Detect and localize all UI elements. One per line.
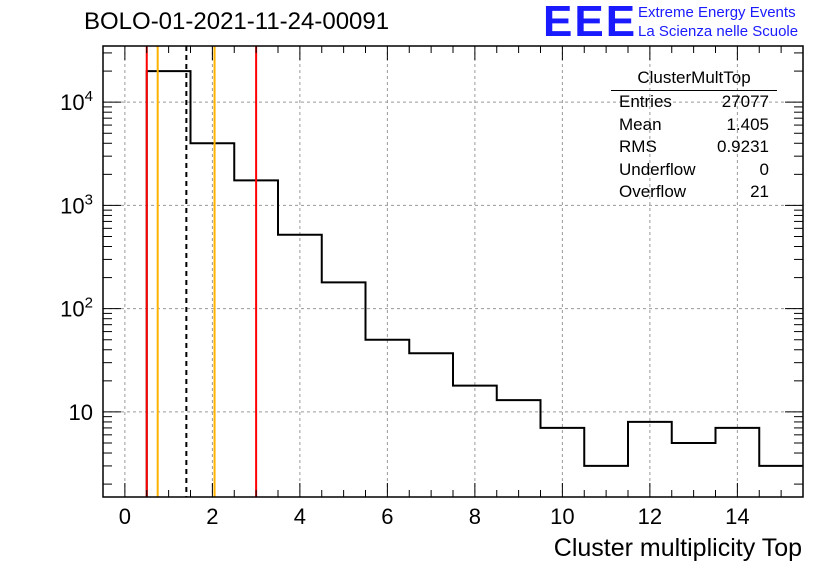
x-tick-label: 14 [725, 504, 749, 529]
stats-value: 1.405 [726, 114, 769, 134]
histogram-bin [497, 400, 541, 497]
y-tick-label: 102 [60, 295, 93, 322]
stats-label: Mean [619, 114, 662, 134]
x-axis-label: Cluster multiplicity Top [553, 534, 802, 562]
stats-row-entries: Entries 27077 [611, 91, 777, 114]
stats-label: Overflow [619, 182, 687, 201]
x-tick-label: 10 [550, 504, 574, 529]
eee-logo-text: Extreme Energy Events La Scienza nelle S… [638, 3, 798, 41]
x-tick-label: 8 [469, 504, 481, 529]
tick-labels: 0 2 4 6 8 10 12 14 10 102 103 104 [60, 88, 749, 529]
histogram-bin [147, 71, 191, 497]
stats-label: RMS [619, 137, 657, 156]
histogram-bin [453, 386, 497, 497]
x-tick-label: 0 [119, 504, 131, 529]
y-tick-label: 10 [69, 400, 93, 425]
stats-box: ClusterMultTop Entries 27077 Mean 1.405 … [611, 66, 777, 204]
stats-title: ClusterMultTop [611, 66, 777, 91]
y-tick-label: 104 [60, 88, 93, 115]
stats-value: 27077 [721, 92, 769, 111]
y-tick-label: 103 [60, 191, 93, 218]
histogram-bin [278, 235, 322, 497]
x-tick-label: 2 [206, 504, 218, 529]
histogram-bin [322, 282, 366, 497]
histogram-bin [409, 353, 453, 497]
histogram-outline [145, 70, 803, 497]
x-tick-label: 12 [638, 504, 662, 529]
histogram-bin [366, 340, 410, 497]
axis-ticks [103, 46, 804, 497]
stats-label: Entries [619, 92, 672, 111]
stats-row-rms: RMS 0.9231 [611, 136, 777, 159]
stats-row-mean: Mean 1.405 [611, 114, 777, 137]
stats-value: 21 [750, 182, 769, 201]
stats-row-underflow: Underflow 0 [611, 159, 777, 182]
histogram-bin [672, 443, 716, 497]
grid-lines [103, 46, 803, 497]
stats-label: Underflow [619, 159, 696, 179]
x-tick-label: 6 [381, 504, 393, 529]
eee-logo-line1: Extreme Energy Events [638, 4, 796, 21]
histogram-bin [191, 143, 235, 497]
stats-row-overflow: Overflow 21 [611, 181, 777, 204]
x-tick-label: 4 [294, 504, 306, 529]
histogram-bars [145, 70, 803, 497]
eee-logo: EEE [543, 0, 638, 46]
stats-value: 0 [759, 159, 769, 179]
stats-value: 0.9231 [717, 137, 769, 156]
marker-lines [145, 46, 258, 497]
eee-logo-line2: La Scienza nelle Scuole [638, 23, 799, 40]
chart-title: BOLO-01-2021-11-24-00091 [84, 8, 390, 35]
